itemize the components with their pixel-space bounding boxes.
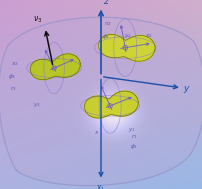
Text: $\nu_3$: $\nu_3$ [33,14,42,25]
Text: $x_3$: $x_3$ [11,60,19,68]
Text: $n_2$: $n_2$ [104,20,112,28]
Text: $x$: $x$ [94,129,100,136]
Polygon shape [0,17,202,186]
Text: $y$: $y$ [183,84,190,95]
Text: $\phi_1$: $\phi_1$ [130,142,138,151]
Text: $\phi_3$: $\phi_3$ [8,72,16,81]
Polygon shape [30,54,80,80]
Polygon shape [84,91,138,118]
Text: $x_2$: $x_2$ [145,32,153,40]
Text: $z$: $z$ [103,0,110,6]
Text: $\phi_2$: $\phi_2$ [102,32,110,41]
Text: $y_2$: $y_2$ [124,32,132,40]
Text: $x_1$: $x_1$ [96,184,106,189]
Text: $r_1$: $r_1$ [131,132,138,141]
Text: $y_3$: $y_3$ [34,101,41,108]
Polygon shape [99,34,155,61]
Text: $r_3$: $r_3$ [10,84,17,93]
Text: $y_1$: $y_1$ [128,126,136,134]
